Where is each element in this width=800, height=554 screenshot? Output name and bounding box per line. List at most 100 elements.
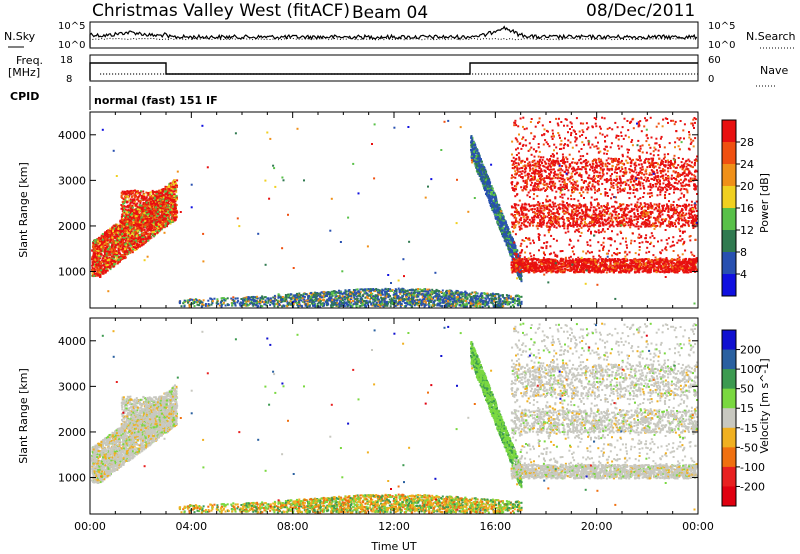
range-cell: [130, 242, 133, 245]
range-cell: [252, 297, 255, 300]
range-cell: [223, 297, 226, 300]
range-cell: [245, 301, 248, 303]
range-cell: [334, 296, 337, 299]
range-cell: [368, 300, 371, 303]
range-cell: [164, 190, 166, 193]
range-cell: [466, 296, 469, 299]
range-cell: [153, 227, 156, 230]
range-cell: [122, 237, 124, 239]
range-cell: [156, 194, 159, 197]
range-cell: [138, 217, 141, 220]
range-cell: [112, 235, 115, 238]
range-cell: [143, 241, 146, 244]
range-cell: [125, 237, 128, 240]
range-cell: [120, 215, 123, 218]
range-cell: [143, 193, 146, 196]
range-cell: [142, 226, 145, 229]
range-cell: [352, 303, 355, 306]
range-cell: [421, 289, 424, 292]
range-cell: [438, 293, 441, 296]
range-cell: [258, 301, 261, 304]
range-cell: [285, 300, 288, 302]
range-cell: [411, 293, 413, 296]
range-cell: [132, 226, 135, 229]
range-cell: [323, 296, 326, 299]
range-cell: [113, 263, 115, 266]
range-cell: [146, 223, 149, 226]
range-cell: [482, 296, 485, 299]
range-cell: [436, 289, 439, 292]
range-cell: [134, 218, 137, 220]
range-cell: [277, 295, 280, 298]
range-cell: [93, 267, 96, 270]
range-cell: [128, 250, 131, 253]
range-cell: [102, 237, 105, 240]
range-cell: [470, 295, 473, 298]
range-cell: [438, 294, 441, 297]
range-cell: [163, 209, 166, 212]
range-cell: [145, 210, 147, 213]
range-cell: [154, 204, 157, 207]
range-cell: [169, 197, 172, 200]
range-cell: [123, 218, 126, 221]
range-cell: [473, 304, 476, 307]
range-cell: [113, 253, 116, 256]
range-cell: [118, 256, 120, 259]
range-cell: [158, 227, 161, 229]
range-cell: [126, 251, 129, 254]
range-cell: [95, 272, 98, 275]
range-cell: [242, 304, 245, 307]
freq-frame: [89, 54, 699, 82]
range-cell: [344, 292, 347, 295]
range-cell: [171, 219, 174, 221]
range-cell: [94, 242, 96, 245]
range-cell: [133, 204, 136, 207]
range-cell: [96, 269, 99, 272]
range-cell: [142, 231, 145, 234]
range-cell: [469, 305, 472, 308]
range-cell: [99, 237, 102, 240]
range-cell: [241, 299, 244, 302]
range-cell: [121, 227, 124, 230]
range-cell: [157, 217, 160, 220]
range-cell: [159, 209, 162, 212]
range-cell: [98, 269, 101, 272]
range-cell: [126, 224, 129, 227]
range-cell: [112, 238, 115, 241]
range-cell: [347, 298, 350, 301]
range-cell: [387, 301, 390, 303]
range-cell: [166, 191, 169, 194]
range-cell: [281, 300, 284, 303]
range-cell: [127, 253, 130, 255]
range-cell: [504, 303, 507, 306]
range-cell: [376, 301, 378, 304]
range-cell: [277, 296, 280, 299]
range-cell: [463, 295, 466, 298]
range-cell: [95, 259, 98, 262]
range-cell: [115, 255, 118, 258]
range-cell: [364, 300, 367, 303]
range-cell: [423, 305, 426, 308]
range-cell: [509, 297, 512, 300]
range-cell: [391, 300, 394, 303]
range-cell: [308, 292, 311, 295]
range-cell: [152, 224, 155, 227]
range-cell: [367, 288, 370, 291]
range-cell: [335, 304, 338, 307]
range-cell: [425, 290, 428, 293]
range-cell: [136, 242, 139, 245]
range-cell: [320, 295, 323, 298]
range-cell: [466, 303, 468, 306]
range-cell: [101, 238, 104, 241]
range-cell: [516, 298, 519, 300]
range-cell: [157, 199, 160, 202]
range-cell: [160, 204, 163, 207]
range-cell: [146, 225, 149, 228]
range-cell: [162, 214, 164, 217]
range-cell: [475, 300, 478, 302]
range-cell: [162, 201, 165, 204]
range-cell: [150, 224, 153, 227]
range-cell: [380, 292, 383, 295]
range-cell: [174, 200, 177, 203]
